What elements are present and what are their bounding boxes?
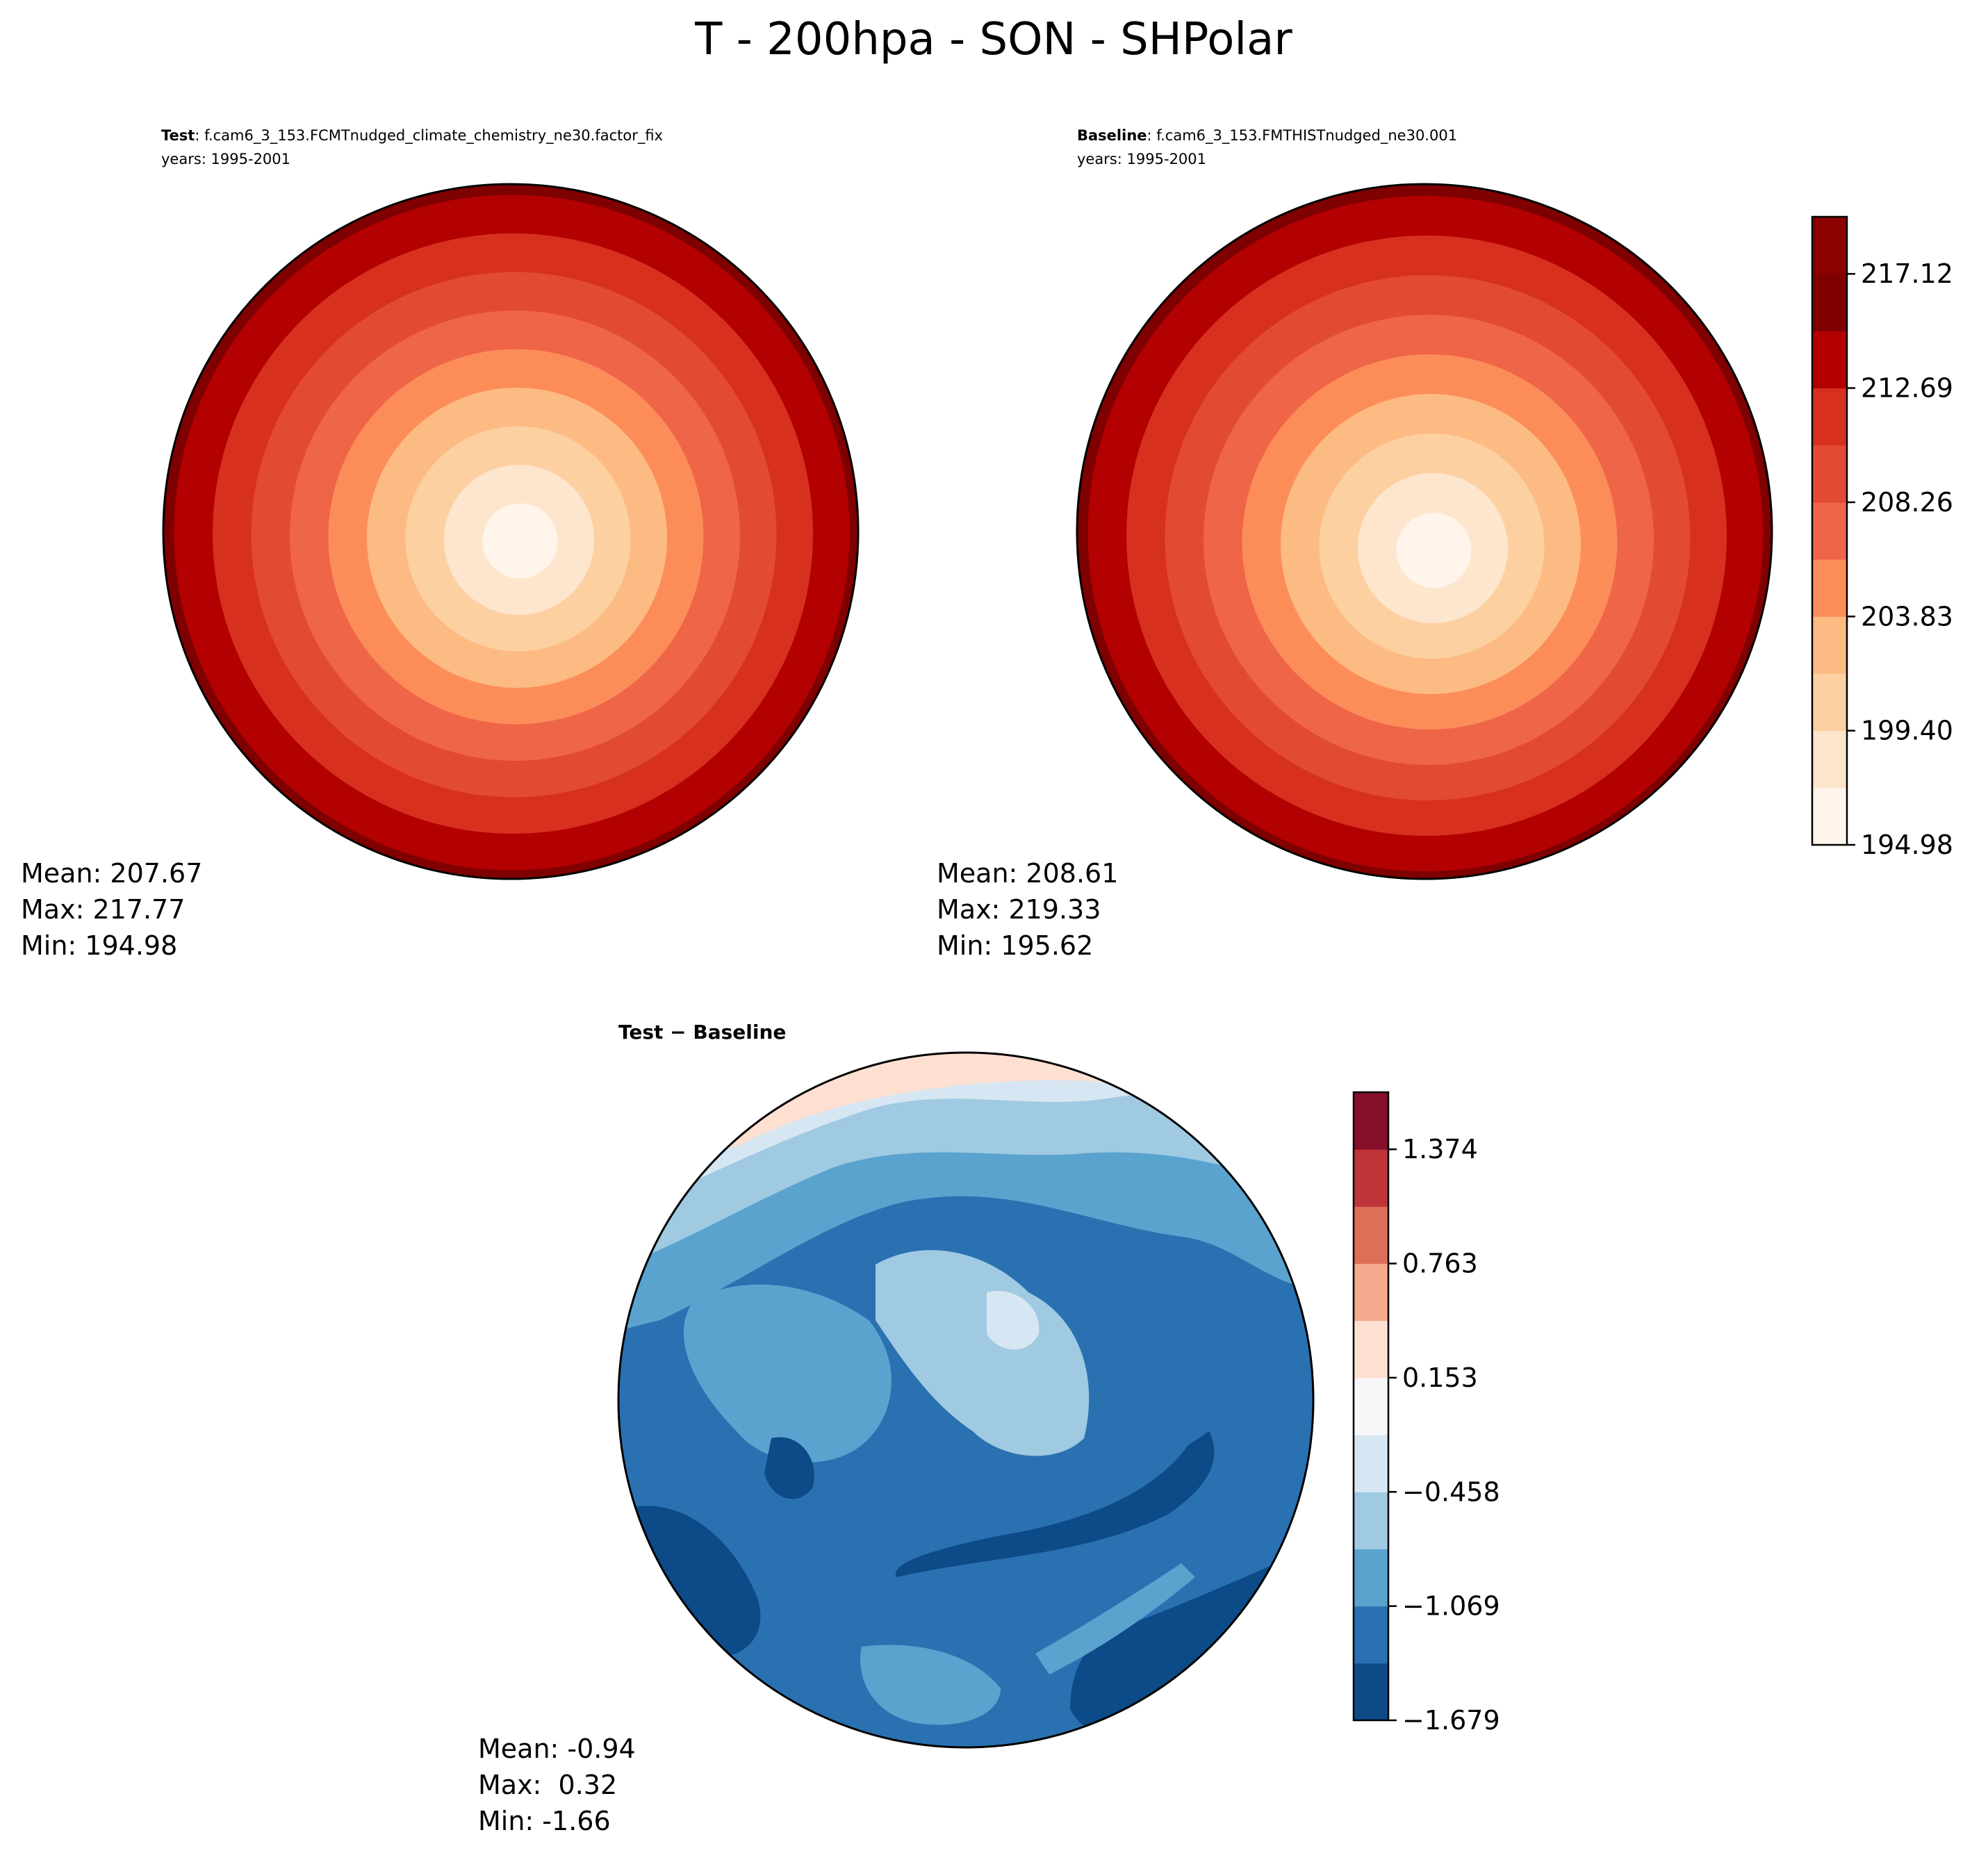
colorbar-segment xyxy=(1812,673,1847,732)
colorbar-segment xyxy=(1812,787,1847,846)
colorbar-segment xyxy=(1354,1663,1388,1721)
panel-test-years: years: 1995-2001 xyxy=(161,151,290,167)
panel-diff-min: Min: -1.66 xyxy=(478,1806,611,1836)
panel-test-min: Min: 194.98 xyxy=(21,930,177,961)
panel-diff-map xyxy=(618,1053,1313,1747)
colorbar-tick-label: 1.374 xyxy=(1402,1134,1478,1164)
colorbar-segment xyxy=(1354,1435,1388,1492)
panel-test-header: Test: f.cam6_3_153.FCMTnudged_climate_ch… xyxy=(161,127,663,145)
colorbar-segment xyxy=(1354,1606,1388,1664)
colorbar-tick-label: 203.83 xyxy=(1861,601,1953,632)
diff-contour-region xyxy=(987,1291,1040,1350)
panel-baseline-years: years: 1995-2001 xyxy=(1077,151,1206,167)
panel-diff-mean: Mean: -0.94 xyxy=(478,1733,636,1764)
colorbar-segment xyxy=(1812,502,1847,560)
panel-baseline-boundary xyxy=(1076,183,1773,880)
panel-baseline-map xyxy=(1077,184,1772,879)
colorbar-tick-label: −1.679 xyxy=(1402,1705,1500,1736)
colorbar-main: 194.98 199.40 203.83 208.26 212.69 217.12 xyxy=(1811,215,1953,860)
panel-test-boundary xyxy=(162,183,860,880)
colorbar-segment xyxy=(1354,1549,1388,1607)
colorbar-tick-label: 199.40 xyxy=(1861,716,1953,746)
colorbar-tick-label: 212.69 xyxy=(1861,373,1953,404)
diff-contour-region xyxy=(876,1250,1090,1456)
figure-title: T - 200hpa - SON - SHPolar xyxy=(694,14,1292,65)
colorbar-tick-label: −1.069 xyxy=(1402,1591,1500,1622)
panel-diff-max: Max: 0.32 xyxy=(478,1770,617,1800)
colorbar-frame xyxy=(1352,1091,1390,1722)
colorbar-segment xyxy=(1354,1492,1388,1549)
colorbar-segment xyxy=(1812,388,1847,446)
panel-test-map xyxy=(163,184,858,879)
colorbar-segment xyxy=(1812,445,1847,503)
colorbar-segment xyxy=(1812,331,1847,389)
panel-test: Test: f.cam6_3_153.FCMTnudged_climate_ch… xyxy=(21,127,860,961)
colorbar-tick-label: 217.12 xyxy=(1861,258,1953,289)
baseline-contour-band xyxy=(1396,513,1472,588)
diff-contour-region xyxy=(860,1645,1001,1725)
panel-baseline-header-rest: : f.cam6_3_153.FMTHISTnudged_ne30.001 xyxy=(1147,127,1458,145)
colorbar-frame xyxy=(1811,215,1848,846)
panel-baseline-mean: Mean: 208.61 xyxy=(937,858,1118,889)
colorbar-segment xyxy=(1812,616,1847,674)
colorbar-segment xyxy=(1812,217,1847,274)
colorbar-tick-label: 194.98 xyxy=(1861,830,1953,860)
diff-contour-region xyxy=(895,1431,1215,1577)
colorbar-segment xyxy=(1812,730,1847,789)
colorbar-tick-label: 0.763 xyxy=(1402,1249,1478,1279)
diff-contour-region xyxy=(1035,1563,1195,1674)
colorbar-tick-label: 0.153 xyxy=(1402,1362,1478,1393)
test-contour-band xyxy=(482,503,558,579)
panel-baseline-max: Max: 219.33 xyxy=(937,894,1101,925)
colorbar-segment xyxy=(1354,1320,1388,1378)
colorbar-tick-label: 208.26 xyxy=(1861,487,1953,518)
panel-baseline-header: Baseline: f.cam6_3_153.FMTHISTnudged_ne3… xyxy=(1077,127,1457,145)
panel-diff: Test − Baseline Mean: -0.94 Max: 0.32 Mi… xyxy=(478,1021,1315,1836)
diff-contour-region xyxy=(764,1437,814,1499)
panel-baseline-header-bold: Baseline xyxy=(1077,127,1147,144)
panel-test-max: Max: 217.77 xyxy=(21,894,185,925)
colorbar-tick-label: −0.458 xyxy=(1402,1476,1500,1507)
colorbar-segment xyxy=(1354,1263,1388,1321)
panel-test-mean: Mean: 207.67 xyxy=(21,858,202,889)
panel-baseline: Baseline: f.cam6_3_153.FMTHISTnudged_ne3… xyxy=(937,127,1773,961)
colorbar-segment xyxy=(1354,1377,1388,1435)
colorbar-diff: −1.679 −1.069 −0.458 0.153 0.763 1.374 xyxy=(1352,1091,1500,1736)
colorbar-segment xyxy=(1354,1149,1388,1207)
colorbar-segment xyxy=(1812,274,1847,331)
panel-test-header-rest: : f.cam6_3_153.FCMTnudged_climate_chemis… xyxy=(195,127,663,145)
panel-baseline-min: Min: 195.62 xyxy=(937,930,1093,961)
panel-test-header-bold: Test xyxy=(161,127,195,144)
colorbar-segment xyxy=(1812,559,1847,617)
panel-diff-header: Test − Baseline xyxy=(618,1021,786,1044)
colorbar-segment xyxy=(1354,1092,1388,1150)
colorbar-segment xyxy=(1354,1206,1388,1265)
panel-diff-boundary xyxy=(617,1051,1315,1749)
diff-contour-region xyxy=(683,1284,892,1463)
